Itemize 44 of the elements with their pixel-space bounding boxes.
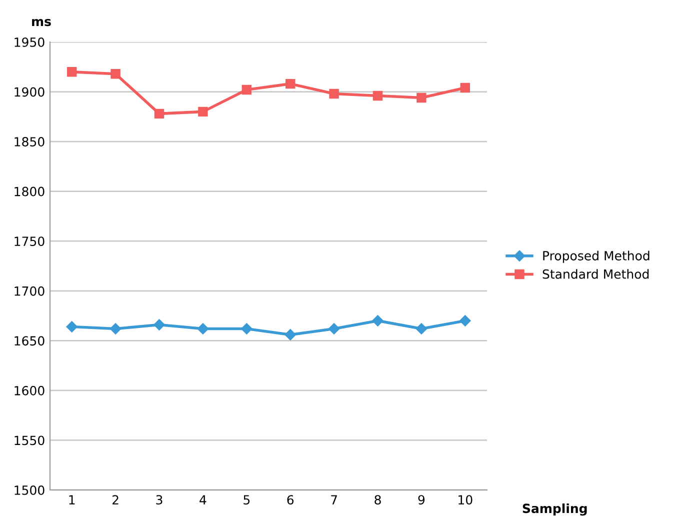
x-tick-label: 1 — [69, 495, 75, 504]
y-tick-label: 1950 — [14, 37, 44, 47]
point — [197, 323, 209, 334]
x-tick-label: 7 — [331, 495, 337, 504]
x-tick-label: 8 — [374, 495, 381, 505]
legend-label: Standard Method — [542, 269, 649, 279]
x-tick-label: 9 — [418, 495, 425, 505]
x-tick-label: 5 — [244, 495, 250, 505]
point — [242, 84, 252, 95]
point — [416, 323, 428, 334]
point — [285, 78, 296, 89]
y-tick-label: 1700 — [14, 286, 44, 296]
point — [241, 323, 252, 334]
legend-label: Proposed Method — [543, 250, 650, 263]
y-tick-label: 1800 — [14, 186, 44, 196]
x-tick-label: 10 — [458, 495, 472, 505]
x-tick-label: 4 — [200, 495, 206, 504]
y-tick-label: 1650 — [14, 336, 44, 346]
point — [460, 82, 470, 93]
y-tick-label: 1750 — [14, 236, 44, 246]
point — [198, 106, 208, 117]
point — [328, 323, 340, 334]
x-axis-title: Sampling — [522, 503, 587, 516]
y-tick-label: 1900 — [14, 87, 44, 97]
point — [372, 90, 383, 101]
x-tick-label: 3 — [156, 495, 162, 505]
point — [66, 321, 78, 332]
point — [110, 68, 120, 79]
point — [66, 67, 77, 77]
y-tick-label: 1850 — [14, 137, 44, 146]
point — [372, 315, 384, 326]
point — [154, 108, 164, 119]
point — [460, 315, 471, 326]
point — [154, 319, 165, 330]
point — [416, 92, 426, 103]
y-tick-label: 1500 — [14, 485, 44, 495]
y-tick-label: 1600 — [14, 386, 44, 396]
x-tick-label: 2 — [112, 495, 118, 504]
y-axis-title: ms — [32, 18, 51, 26]
point — [110, 323, 122, 334]
point — [329, 88, 339, 99]
x-tick-label: 6 — [287, 495, 294, 505]
y-tick-label: 1550 — [14, 436, 44, 446]
point — [284, 329, 296, 340]
